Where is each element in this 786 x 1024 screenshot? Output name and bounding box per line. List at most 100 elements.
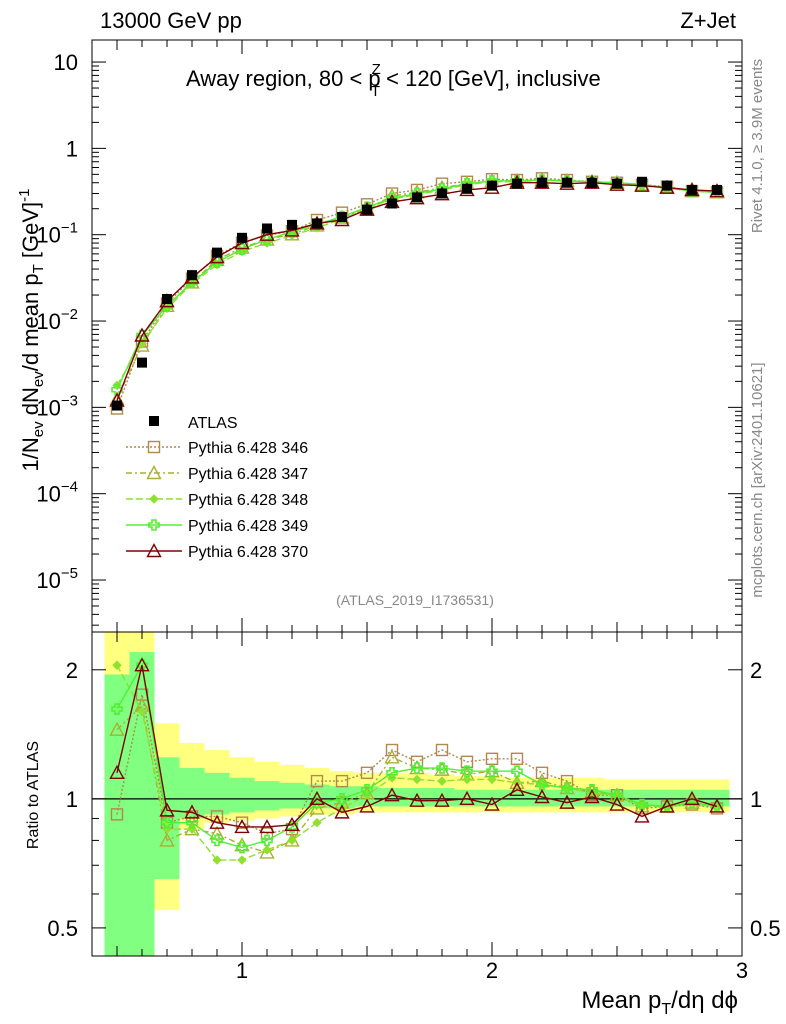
ratio-point-s349: [411, 762, 423, 774]
ratio-point-s349: [436, 762, 448, 774]
ratio-point-s348: [312, 817, 322, 828]
ratio-point-s370: [284, 816, 300, 831]
ratio-ylabel: Ratio to ATLAS: [25, 741, 42, 849]
atlas-data-point: [137, 357, 147, 368]
ratio-band-green: [229, 777, 255, 813]
ratio-point-s347: [209, 825, 225, 840]
ratio-point-s370: [359, 798, 375, 813]
atlas-data-point: [387, 198, 397, 209]
ratio-point-s370: [534, 789, 550, 804]
ratio-point-s370: [709, 798, 725, 813]
legend-label-s370: Pythia 6.428 370: [188, 544, 308, 561]
ratio-point-s348: [237, 855, 247, 865]
main-series-line-s348: [116, 179, 718, 386]
ratio-point-s349: [336, 793, 348, 805]
ratio-point-s347: [309, 800, 325, 815]
ratio-band-green: [104, 674, 130, 956]
legend-label-s349: Pythia 6.428 349: [188, 518, 308, 535]
ratio-series-line-s370: [116, 665, 718, 828]
main-series-line-s370: [116, 182, 718, 401]
ratio-point-s346: [510, 752, 524, 765]
legend-marker-s370: [146, 543, 162, 558]
ratio-point-s370: [484, 796, 500, 811]
ratio-point-s349: [361, 783, 373, 796]
ratio-band-green: [404, 788, 430, 807]
main-ytick-label: 1: [66, 136, 78, 161]
atlas-data-point: [187, 270, 197, 281]
ratio-point-s348: [212, 855, 222, 865]
ratio-point-s349: [511, 765, 523, 778]
ratio-ytick-label: 1: [66, 787, 78, 812]
ratio-point-s370: [259, 818, 275, 834]
atlas-data-point: [712, 184, 722, 195]
legend-label-s347: Pythia 6.428 347: [188, 466, 308, 483]
atlas-data-point: [312, 218, 322, 229]
ratio-point-s348: [487, 774, 497, 785]
ratio-point-s370: [584, 789, 600, 804]
atlas-data-point: [412, 192, 422, 203]
ratio-band-green: [179, 768, 205, 819]
atlas-data-point: [637, 176, 647, 187]
ratio-point-s349: [161, 816, 173, 829]
legend-atlas-label: ATLAS: [188, 415, 238, 432]
ratio-band-green: [529, 789, 555, 807]
ratio-point-s346: [110, 808, 124, 821]
ratio-point-s348: [462, 774, 472, 785]
atlas-data-point: [212, 247, 222, 258]
header-right: Z+Jet: [680, 8, 736, 33]
atlas-data-point: [562, 177, 572, 188]
ratio-ytick-label: 0.5: [47, 916, 78, 941]
ratio-point-s370: [659, 798, 675, 813]
legend-label-s346: Pythia 6.428 346: [188, 440, 308, 457]
main-plot: 10 1 10−1 10−2 10−3 10−4 10−5: [36, 39, 743, 633]
ratio-series-line-s349: [116, 663, 718, 849]
main-series-line-s349: [116, 179, 718, 391]
main-point-s370: [259, 226, 275, 241]
main-series-line-s346: [116, 177, 718, 409]
ratio-point-s370: [309, 790, 325, 806]
ratio-point-s370: [434, 792, 450, 807]
ratio-point-s349: [261, 834, 273, 847]
ratio-xtick-label: 2: [486, 958, 498, 983]
ratio-point-s349: [111, 703, 123, 715]
atlas-data-point: [337, 212, 347, 223]
ratio-point-s346: [535, 766, 549, 780]
atlas-data-point: [587, 177, 597, 188]
ratio-band-green: [429, 788, 455, 807]
atlas-data-point: [437, 188, 447, 199]
legend-marker-s347: [146, 465, 162, 480]
ratio-point-s370: [109, 764, 125, 780]
main-point-s370: [134, 327, 150, 342]
ratio-point-s347: [159, 832, 175, 847]
atlas-data-point: [362, 204, 372, 215]
legend-marker-s346: [147, 440, 161, 454]
ratio-point-s370: [459, 790, 475, 806]
ratio-point-s349: [611, 789, 623, 801]
ratio-point-s349: [211, 834, 223, 847]
atlas-data-point: [262, 223, 272, 234]
ratio-band-green: [204, 772, 230, 815]
ratio-point-s348: [262, 845, 272, 855]
ratio-band-green: [654, 789, 680, 807]
ratio-point-s370: [209, 814, 225, 829]
analysis-watermark: (ATLAS_2019_I1736531): [336, 592, 494, 608]
ratio-point-s370: [159, 802, 175, 817]
ratio-point-s370: [384, 787, 400, 802]
main-series-line-s347: [116, 179, 718, 400]
ratio-band-green: [254, 781, 280, 811]
rivet-label: Rivet 4.1.0, ≥ 3.9M events: [749, 59, 766, 233]
ratio-point-s348: [412, 774, 422, 785]
ratio-band-green: [379, 788, 405, 807]
legend: ATLAS Pythia 6.428 346 Pythia 6.428 347 Pyt…: [126, 415, 308, 561]
ratio-point-s348: [287, 835, 297, 846]
atlas-data-point: [487, 180, 497, 191]
ratio-band-green: [279, 782, 305, 809]
ratio-point-s346: [310, 774, 324, 788]
ratio-plot: 2 2 1 1 0.5 0.5 1 2 3: [47, 631, 781, 983]
ratio-point-s370: [184, 804, 200, 819]
atlas-data-point: [512, 178, 522, 189]
ratio-point-s370: [234, 818, 250, 834]
ratio-point-s370: [409, 792, 425, 807]
ratio-xtick-label: 1: [236, 958, 248, 983]
